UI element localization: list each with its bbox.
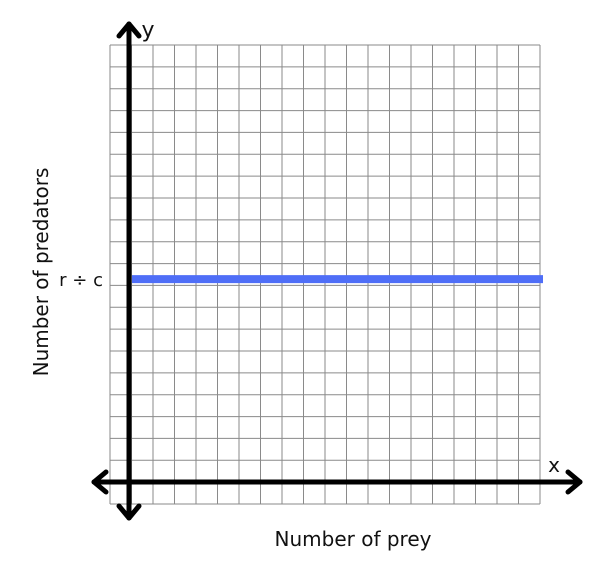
y-axis-arrow-top <box>116 21 142 39</box>
axes <box>91 21 583 521</box>
y-axis-arrow-bottom <box>116 503 142 521</box>
x-axis-arrow-left <box>91 469 109 495</box>
y-axis-letter: y <box>141 18 154 43</box>
x-axis-label: Number of prey <box>275 527 432 551</box>
grid <box>109 44 541 505</box>
x-axis-letter: x <box>548 453 560 477</box>
x-axis-arrow-right <box>565 469 583 495</box>
y-axis-label: Number of predators <box>29 168 53 377</box>
series-label-r-div-c: r ÷ c <box>59 270 103 291</box>
